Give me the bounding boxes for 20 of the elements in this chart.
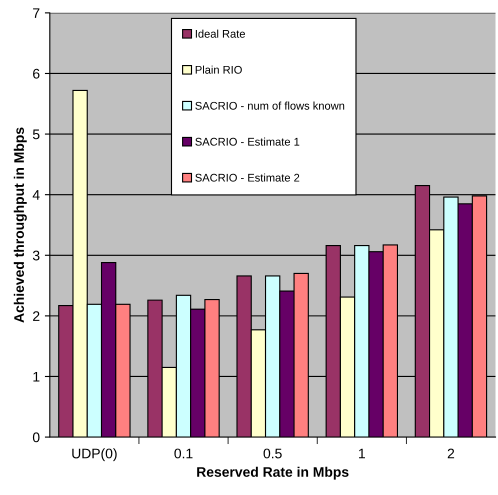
legend-label: Plain RIO [196,66,242,74]
x-axis-title: Reserved Rate in Mbps [197,466,349,480]
y-tick-label: 5 [32,130,40,140]
y-tick-label: 3 [32,250,40,260]
legend-label: SACRIO - Estimate 1 [195,138,300,146]
x-tick-label: 0.5 [264,448,282,458]
y-tick-label: 7 [33,8,40,18]
y-tick-label: 0 [32,432,40,442]
y-tick-label: 4 [32,190,40,200]
x-tick-label: 2 [448,448,454,458]
x-tick-label: UDP(0) [72,448,117,462]
y-tick-label: 6 [33,68,40,79]
x-tick-label: 1 [358,448,365,458]
y-tick-label: 2 [33,311,40,321]
legend-label: SACRIO - num of flows known [195,102,344,110]
legend-label: Ideal Rate [196,30,245,38]
y-axis-title: Achieved throughput in Mbps [14,128,27,323]
y-tick-label: 1 [33,372,40,382]
legend-label: SACRIO - Estimate 2 [195,173,300,182]
x-tick-label: 0.1 [174,448,192,458]
